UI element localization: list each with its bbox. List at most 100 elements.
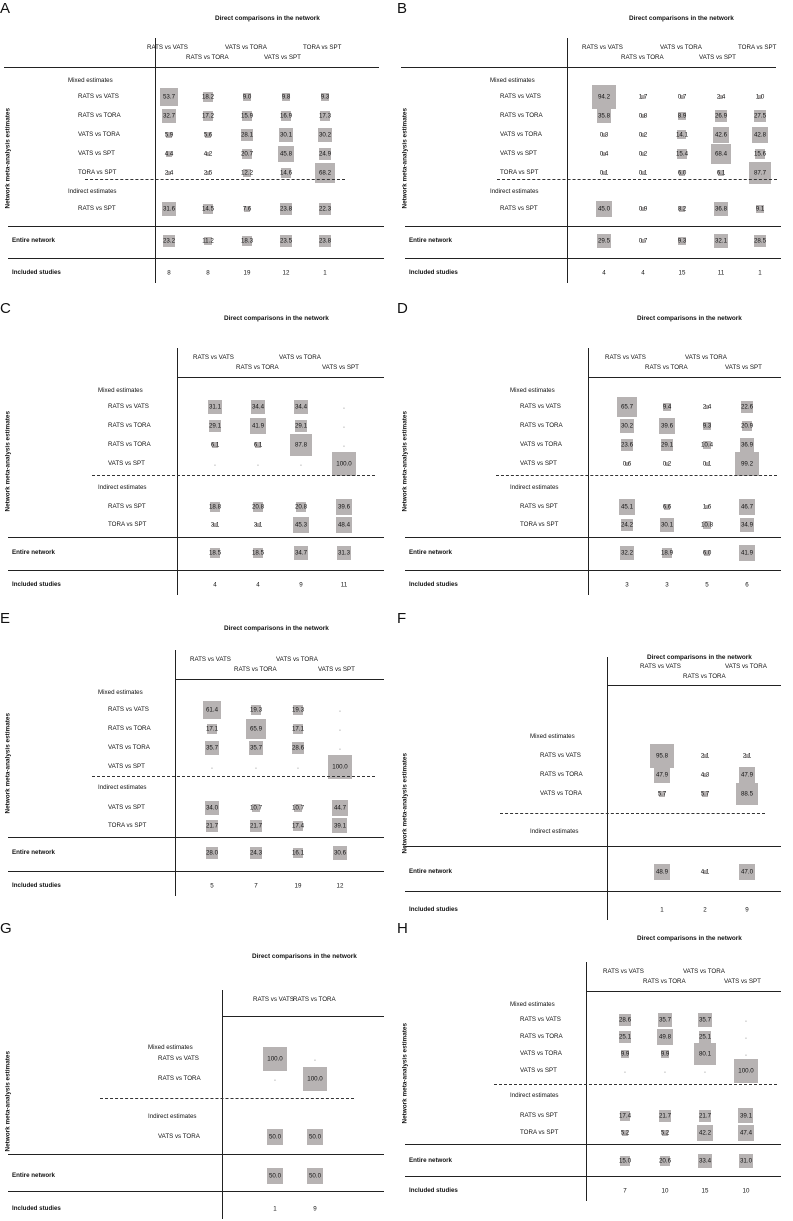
weight-square xyxy=(741,420,753,432)
panel-letter: F xyxy=(397,610,407,627)
included-studies-rule xyxy=(8,570,384,571)
weight-square xyxy=(661,547,673,559)
panel-title: Direct comparisons in the network xyxy=(629,15,734,22)
cell-value: 14.1 xyxy=(675,131,689,139)
dashed-separator xyxy=(92,776,375,777)
column-header: RATS vs TORA xyxy=(293,996,336,1003)
cell-value: 100.0 xyxy=(738,1067,754,1075)
included-studies-label: Included studies xyxy=(12,1205,61,1212)
weight-square xyxy=(205,132,211,138)
column-header: RATS vs VATS xyxy=(605,354,646,361)
weight-square xyxy=(679,170,685,176)
indirect-estimates-label: Indirect estimates xyxy=(98,784,147,791)
included-count: 10 xyxy=(661,1187,669,1195)
row-label: RATS vs TORA xyxy=(540,771,583,778)
weight-square xyxy=(162,109,176,123)
weight-square xyxy=(714,234,728,248)
cell-value: 16.9 xyxy=(279,112,293,120)
cell-value: 0.3 xyxy=(599,131,609,139)
cell-value: 45.0 xyxy=(597,205,611,213)
cell-value: 6.6 xyxy=(662,503,672,511)
weight-square xyxy=(753,109,767,123)
cell-value: . xyxy=(274,1075,276,1083)
cell-value: 0.8 xyxy=(638,112,648,120)
cell-value: 6.1 xyxy=(716,169,726,177)
weight-square xyxy=(319,148,331,160)
cell-value: 41.9 xyxy=(740,549,754,557)
included-studies-label: Included studies xyxy=(12,269,61,276)
entire-network-label: Entire network xyxy=(409,868,452,875)
weight-square xyxy=(659,1155,671,1167)
cell-value: 18.5 xyxy=(251,549,265,557)
row-label: RATS vs VATS xyxy=(108,403,149,410)
dashed-separator xyxy=(92,475,375,476)
column-header: RATS vs VATS xyxy=(640,663,681,670)
weight-square xyxy=(205,151,211,157)
cell-value: 17.1 xyxy=(205,725,219,733)
weight-square xyxy=(739,545,755,561)
cell-value: 35.7 xyxy=(249,744,263,752)
weight-square xyxy=(212,442,218,448)
cell-value: 10.7 xyxy=(249,804,263,812)
entire-network-rule xyxy=(405,846,781,847)
row-label: TORA vs SPT xyxy=(500,169,539,176)
included-count: 19 xyxy=(243,269,251,277)
cell-value: 30.2 xyxy=(620,422,634,430)
weight-square xyxy=(596,108,612,124)
weight-square xyxy=(167,171,171,175)
row-label: VATS vs SPT xyxy=(78,150,115,157)
cell-value: 29.1 xyxy=(660,441,674,449)
column-header: RATS vs TORA xyxy=(234,666,277,673)
entire-network-rule xyxy=(405,537,781,538)
weight-square xyxy=(205,801,219,815)
included-count: 11 xyxy=(340,581,348,589)
cell-value: 23.8 xyxy=(318,237,332,245)
weight-square xyxy=(281,168,291,178)
cell-value: 35.7 xyxy=(658,1016,672,1024)
weight-square xyxy=(755,149,765,159)
entire-network-label: Entire network xyxy=(12,1172,55,1179)
panel-letter: D xyxy=(397,300,408,317)
row-label: VATS vs TORA xyxy=(520,1050,562,1057)
cell-value: 31.1 xyxy=(208,403,222,411)
entire-network-label: Entire network xyxy=(12,849,55,856)
weight-square xyxy=(595,200,613,218)
cell-value: 18.8 xyxy=(208,503,222,511)
row-label: RATS vs TORA xyxy=(108,725,151,732)
cell-value: 30.1 xyxy=(660,521,674,529)
weight-square xyxy=(205,846,219,860)
cell-value: 32.7 xyxy=(162,112,176,120)
column-header: TORA vs SPT xyxy=(738,44,777,51)
weight-square xyxy=(641,239,645,243)
weight-square xyxy=(711,144,731,164)
weight-square xyxy=(625,462,629,466)
weight-square xyxy=(680,95,684,99)
included-studies-label: Included studies xyxy=(409,581,458,588)
weight-square xyxy=(713,127,729,143)
cell-value: 88.5 xyxy=(740,790,754,798)
cell-value: 99.2 xyxy=(740,460,754,468)
cell-value: 30.1 xyxy=(279,131,293,139)
row-label: RATS vs TORA xyxy=(520,422,563,429)
weight-square xyxy=(336,499,352,515)
weight-square xyxy=(293,724,303,734)
weight-square xyxy=(241,148,253,160)
included-studies-rule xyxy=(405,1176,781,1177)
cell-value: 47.9 xyxy=(655,771,669,779)
weight-square xyxy=(332,818,348,834)
cell-value: 9.3 xyxy=(702,422,712,430)
weight-square xyxy=(202,91,214,103)
cell-value: 15.4 xyxy=(675,150,689,158)
included-count: 19 xyxy=(294,882,302,890)
panel-letter: E xyxy=(0,610,11,627)
weight-square xyxy=(702,791,708,797)
cell-value: 100.0 xyxy=(307,1075,323,1083)
panel-letter: A xyxy=(0,0,11,17)
included-count: 10 xyxy=(742,1187,750,1195)
weight-square xyxy=(653,766,671,784)
entire-network-label: Entire network xyxy=(409,1157,452,1164)
weight-square xyxy=(203,204,213,214)
panel-title: Direct comparisons in the network xyxy=(252,953,357,960)
weight-square xyxy=(735,782,759,806)
y-axis-label: Network meta-analysis estimates xyxy=(4,712,12,813)
